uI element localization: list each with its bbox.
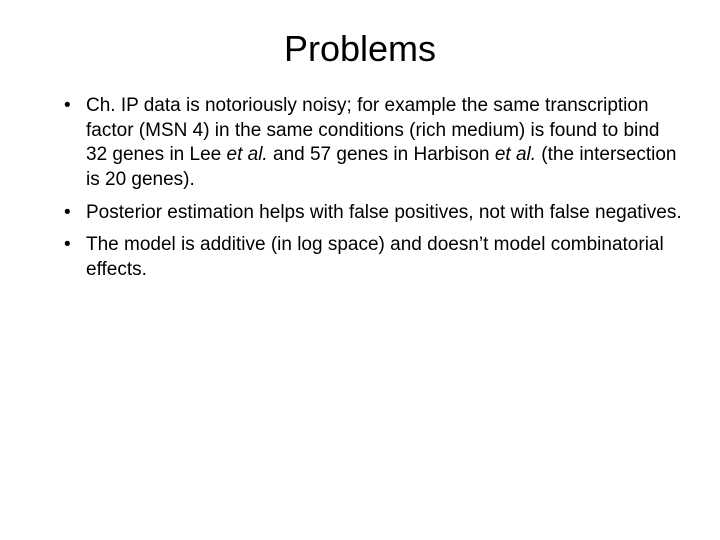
list-item: The model is additive (in log space) and… bbox=[64, 233, 684, 282]
italic-text: et al. bbox=[227, 144, 268, 165]
slide-title: Problems bbox=[36, 28, 684, 70]
slide: Problems Ch. IP data is notoriously nois… bbox=[0, 0, 720, 540]
list-item: Posterior estimation helps with false po… bbox=[64, 201, 684, 226]
italic-text: et al. bbox=[495, 144, 536, 165]
bullet-text: The model is additive (in log space) and… bbox=[86, 234, 664, 280]
bullet-text: and 57 genes in Harbison bbox=[268, 144, 495, 165]
list-item: Ch. IP data is notoriously noisy; for ex… bbox=[64, 94, 684, 193]
bullet-list: Ch. IP data is notoriously noisy; for ex… bbox=[36, 94, 684, 283]
bullet-text: Posterior estimation helps with false po… bbox=[86, 202, 682, 223]
